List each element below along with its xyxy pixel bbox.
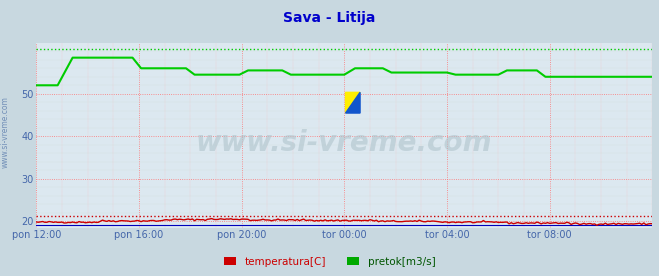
Text: Sava - Litija: Sava - Litija (283, 11, 376, 25)
Text: www.si-vreme.com: www.si-vreme.com (1, 97, 10, 168)
Text: www.si-vreme.com: www.si-vreme.com (196, 129, 492, 157)
Legend: temperatura[C], pretok[m3/s]: temperatura[C], pretok[m3/s] (219, 253, 440, 271)
